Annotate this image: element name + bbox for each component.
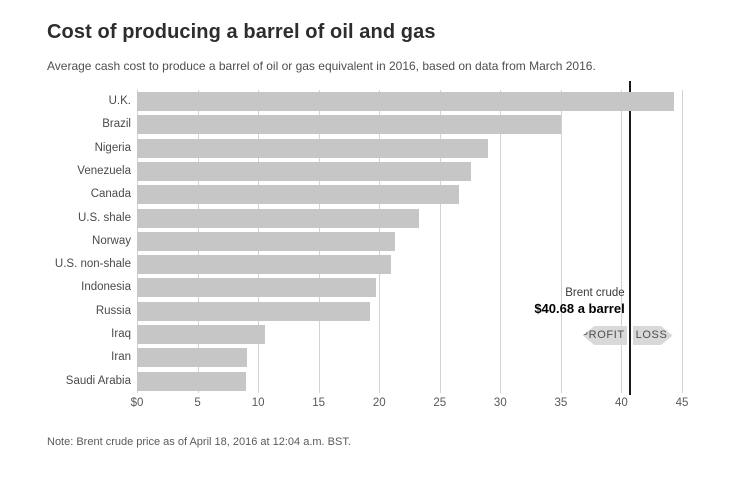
bar-label: Venezuela [77,164,131,177]
gridline [560,90,562,393]
bar [137,231,395,251]
page-title: Cost of producing a barrel of oil and ga… [47,21,436,43]
bar-label: U.K. [108,95,131,107]
bar-label: Norway [92,234,131,247]
bar [137,138,489,158]
axis-tick-label: 45 [675,397,689,409]
bar [137,208,420,228]
category-label-column: U.K. Brazil Nigeria Venezuela Canada U.S. sha… [20,90,131,393]
gridline [682,90,683,393]
axis-tick-label: 15 [312,397,326,409]
bar [137,92,674,111]
bar-label: Indonesia [81,281,131,294]
bar-label: Russia [95,304,131,317]
bar [137,301,370,321]
gridline [439,90,441,393]
bar [137,161,472,181]
bar-label: Iran [111,351,131,364]
gridline [621,90,623,393]
axis-tick-label: 25 [433,397,447,409]
bar-label: Saudi Arabia [65,374,131,387]
axis-tick-label: 10 [251,397,265,409]
bar-label: U.S. non-shale [54,258,131,271]
bar-label: Brazil [102,118,131,131]
gridline [500,90,502,393]
axis-tick-label: 40 [615,397,628,409]
bar [137,371,246,391]
axis-tick-label: 35 [554,397,568,409]
footnote: Note: Brent crude price as of April 18, … [47,436,351,448]
brent-price-reference-line [628,81,631,395]
bar [137,325,266,345]
axis-tick-label: 20 [372,397,386,409]
bar-label: Canada [90,188,131,201]
plot-area: $0 5 10 15 20 25 30 35 40 45 [131,81,688,409]
bar [137,185,460,205]
axis-tick-label: $0 [130,397,144,409]
bar [137,348,248,368]
axis-tick-label: 5 [194,397,201,409]
brent-annotation: Brent crude $40.68 a barrel [534,286,624,317]
profit-label: PROFIT [580,329,625,341]
page-subtitle: Average cash cost to produce a barrel of… [47,59,596,73]
bar-label: Iraq [111,328,131,341]
loss-label: LOSS [635,329,668,341]
bar-label: Nigeria [94,141,131,154]
brent-annotation-label: Brent crude [565,287,625,299]
axis-tick-label: 30 [493,397,507,409]
bar-label: U.S. shale [77,211,131,224]
badge-reference-line-segment [628,326,631,345]
profit-loss-badge: PROFIT LOSS [580,326,673,345]
bar [137,115,561,135]
bar [137,255,392,275]
bar [137,278,376,298]
brent-annotation-value: $40.68 a barrel [534,301,625,316]
badge-divider [626,326,633,345]
